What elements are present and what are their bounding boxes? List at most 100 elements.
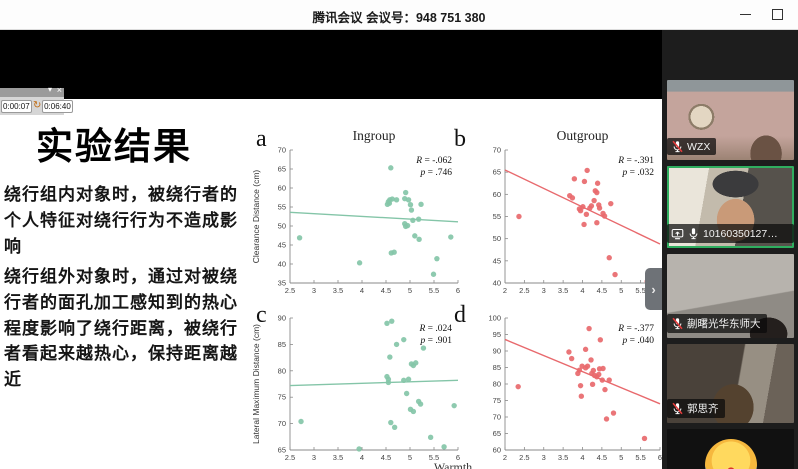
svg-text:3.5: 3.5: [333, 286, 343, 295]
mic-muted-icon: [672, 140, 683, 153]
svg-text:b: b: [454, 126, 466, 152]
participant-tile[interactable]: 郭思齐: [667, 344, 794, 423]
svg-text:p = .901: p = .901: [420, 336, 453, 346]
presentation-slide: 实验结果: [0, 99, 662, 469]
svg-text:45: 45: [278, 241, 286, 250]
svg-text:2.5: 2.5: [519, 453, 529, 462]
timer-reset-icon[interactable]: ↺: [32, 100, 42, 111]
svg-text:4: 4: [580, 286, 584, 295]
svg-text:4.5: 4.5: [381, 286, 391, 295]
svg-text:2: 2: [503, 286, 507, 295]
maximize-button[interactable]: [762, 0, 792, 29]
svg-text:Lateral Maximum Distance (cm): Lateral Maximum Distance (cm): [251, 324, 261, 444]
svg-text:70: 70: [278, 146, 286, 155]
svg-text:5: 5: [408, 453, 412, 462]
svg-text:85: 85: [278, 340, 286, 349]
svg-text:6: 6: [456, 453, 460, 462]
participant-tile[interactable]: 10160350127缪明...: [667, 166, 794, 248]
participant-tile[interactable]: [667, 429, 794, 469]
svg-text:3: 3: [542, 453, 546, 462]
svg-text:2.5: 2.5: [285, 453, 295, 462]
svg-text:100: 100: [488, 314, 501, 323]
svg-text:c: c: [256, 302, 267, 328]
participant-avatar: [704, 439, 757, 469]
svg-text:3.5: 3.5: [558, 453, 568, 462]
svg-text:Ingroup: Ingroup: [353, 128, 396, 143]
chart-svg-a: 2.5 3 3.5 4 4.5 5 5.5 6 35 40 45 50 55 60 65 70 a Ingroup…: [251, 126, 460, 295]
svg-text:Outgroup: Outgroup: [557, 128, 609, 143]
svg-text:60: 60: [493, 446, 501, 455]
svg-text:60: 60: [493, 190, 501, 199]
slide-paragraph-2: 绕行组外对象时，通过对被绕行者的面孔加工感知到的热心程度影响了绕行距离，被绕行者…: [4, 267, 237, 390]
svg-text:a: a: [256, 126, 267, 152]
svg-text:R = -.391: R = -.391: [617, 156, 654, 166]
svg-text:4.5: 4.5: [597, 453, 607, 462]
participant-name: WZX: [687, 140, 711, 153]
svg-text:4: 4: [580, 453, 584, 462]
participant-name: 郭思齐: [687, 403, 719, 415]
svg-text:2: 2: [503, 453, 507, 462]
svg-text:85: 85: [493, 363, 501, 372]
chart-svg-b: 2 2.5 3 3.5 4 4.5 5 5.5 6 40 45 50 55 60 65 70 b Outgroup…: [454, 126, 662, 295]
participant-tile[interactable]: 蒯曙光华东师大: [667, 254, 794, 338]
window-title: 腾讯会议 会议号：948 751 380: [312, 11, 486, 25]
svg-text:65: 65: [278, 165, 286, 174]
svg-text:3.5: 3.5: [333, 453, 343, 462]
svg-text:3: 3: [312, 286, 316, 295]
participants-sidebar: WZX 10160350127缪明... 蒯曙光华东师大 郭思齐: [662, 30, 798, 469]
svg-text:50: 50: [493, 234, 501, 243]
svg-text:75: 75: [493, 396, 501, 405]
svg-text:R = -.062: R = -.062: [415, 156, 452, 166]
scatter-chart-c-ingroup: 2.5 3 3.5 4 4.5 5 5.5 6 65 70 75 80 85 90 c Lateral Max…: [248, 294, 460, 469]
mic-on-icon: [689, 228, 698, 240]
slide-paragraph-1: 绕行组内对象时，被绕行者的个人特征对绕行行为不造成影响: [4, 185, 237, 256]
svg-text:55: 55: [493, 212, 501, 221]
timer-widget: ▾ × 0:00:07 ↺ 0:06:40: [0, 85, 73, 115]
svg-text:95: 95: [493, 330, 501, 339]
participant-name-label: 10160350127缪明...: [667, 224, 794, 243]
svg-text:40: 40: [493, 279, 501, 288]
svg-text:R = -.377: R = -.377: [617, 324, 654, 334]
svg-text:p = .746: p = .746: [420, 168, 453, 178]
svg-text:70: 70: [493, 146, 501, 155]
svg-text:3.5: 3.5: [558, 286, 568, 295]
participant-name-label: 郭思齐: [667, 399, 725, 418]
svg-text:5.5: 5.5: [429, 453, 439, 462]
x-axis-label-warmth: Warmth: [433, 460, 473, 469]
svg-text:p = .040: p = .040: [622, 336, 655, 346]
minimize-icon: [740, 14, 751, 15]
screen-share-icon: [671, 228, 684, 239]
participant-name-label: WZX: [667, 138, 717, 155]
svg-text:5: 5: [619, 286, 623, 295]
svg-text:5: 5: [408, 286, 412, 295]
timer-close-icon[interactable]: ×: [56, 85, 62, 95]
minimize-button[interactable]: [730, 0, 760, 29]
participant-name: 10160350127缪明...: [703, 228, 788, 240]
svg-text:2.5: 2.5: [285, 286, 295, 295]
svg-text:50: 50: [278, 222, 286, 231]
svg-text:4.5: 4.5: [597, 286, 607, 295]
svg-text:2.5: 2.5: [519, 286, 529, 295]
svg-text:R = .024: R = .024: [418, 324, 452, 334]
timer-elapsed: 0:00:07: [1, 99, 32, 113]
svg-text:80: 80: [493, 380, 501, 389]
svg-text:60: 60: [278, 184, 286, 193]
sidebar-collapse-button[interactable]: ›: [645, 268, 662, 310]
svg-text:3: 3: [312, 453, 316, 462]
svg-text:55: 55: [278, 203, 286, 212]
svg-text:90: 90: [278, 314, 286, 323]
scatter-chart-a-ingroup: 2.5 3 3.5 4 4.5 5 5.5 6 35 40 45 50 55 60 65 70 a Ingroup…: [248, 114, 460, 300]
chevron-right-icon: ›: [651, 281, 656, 297]
svg-text:80: 80: [278, 366, 286, 375]
svg-text:70: 70: [278, 419, 286, 428]
scatter-chart-b-outgroup: 2 2.5 3 3.5 4 4.5 5 5.5 6 40 45 50 55 60 65 70 b Outgroup…: [452, 114, 662, 300]
svg-text:40: 40: [278, 260, 286, 269]
svg-text:45: 45: [493, 256, 501, 265]
participant-name: 蒯曙光华东师大: [687, 318, 761, 330]
svg-text:5.5: 5.5: [635, 453, 645, 462]
svg-text:35: 35: [278, 279, 286, 288]
participant-tile[interactable]: WZX: [667, 80, 794, 160]
timer-dropdown-icon[interactable]: ▾: [47, 85, 52, 94]
